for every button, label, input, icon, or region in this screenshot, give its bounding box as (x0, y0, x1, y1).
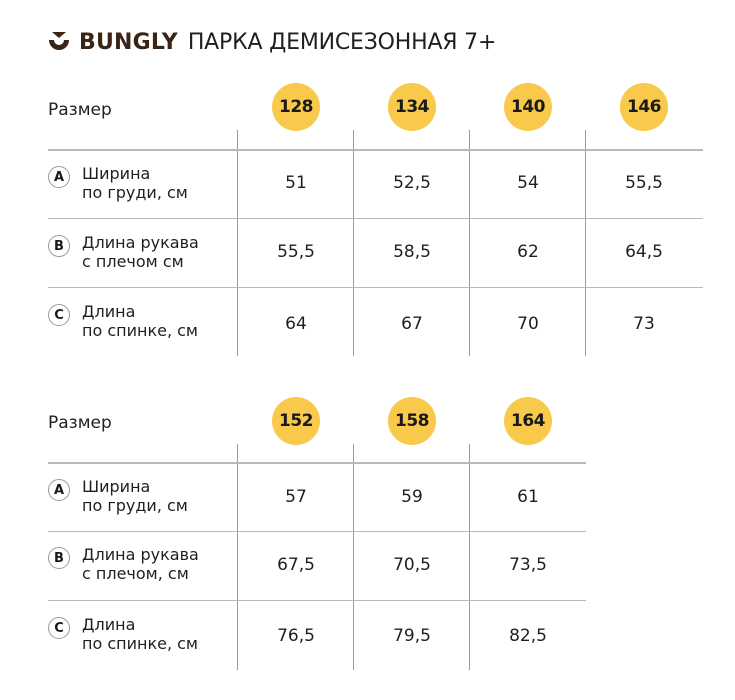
table-cell: 62 (517, 242, 539, 262)
grid-divider (48, 149, 703, 151)
size-badge: 158 (388, 397, 436, 445)
size-table-2: Размер 152 158 164 A Ширина по груди, см … (48, 393, 588, 673)
bungly-logo-icon (47, 31, 71, 53)
table-cell: 55,5 (277, 242, 315, 262)
letter-c-icon: C (48, 617, 70, 639)
grid-divider (237, 130, 238, 356)
letter-a-icon: A (48, 479, 70, 501)
table-cell: 52,5 (393, 173, 431, 193)
label-line: Ширина (82, 477, 151, 496)
grid-divider (48, 600, 586, 601)
grid-divider (469, 130, 470, 356)
table-cell: 73 (633, 314, 655, 334)
table-cell: 55,5 (625, 173, 663, 193)
grid-divider (237, 444, 238, 670)
grid-divider (48, 287, 703, 288)
grid-divider (48, 531, 586, 532)
grid-divider (353, 130, 354, 356)
page-title: ПАРКА ДЕМИСЕЗОННАЯ 7+ (187, 29, 497, 55)
grid-divider (353, 444, 354, 670)
letter-b-icon: B (48, 547, 70, 569)
measure-label-chest: A Ширина по груди, см (48, 477, 188, 515)
table-cell: 67 (401, 314, 423, 334)
grid-divider (469, 444, 470, 670)
label-line: Длина (82, 615, 136, 634)
letter-c-icon: C (48, 304, 70, 326)
table-cell: 79,5 (393, 626, 431, 646)
label-line: по груди, см (82, 183, 188, 202)
letter-a-icon: A (48, 166, 70, 188)
letter-b-icon: B (48, 235, 70, 257)
label-line: Длина (82, 302, 136, 321)
brand-name: BUNGLY (79, 29, 178, 55)
measure-label-chest: A Ширина по груди, см (48, 164, 188, 202)
label-line: с плечом, см (82, 564, 189, 583)
label-line: по спинке, см (82, 634, 198, 653)
label-line: Ширина (82, 164, 151, 183)
label-line: с плечом см (82, 252, 184, 271)
table-cell: 54 (517, 173, 539, 193)
table-cell: 82,5 (509, 626, 547, 646)
size-header-label: Размер (48, 100, 112, 120)
label-line: по спинке, см (82, 321, 198, 340)
measure-label-back: C Длина по спинке, см (48, 302, 198, 340)
size-badge: 152 (272, 397, 320, 445)
table-cell: 59 (401, 487, 423, 507)
table-cell: 51 (285, 173, 307, 193)
table-cell: 58,5 (393, 242, 431, 262)
table-cell: 73,5 (509, 555, 547, 575)
table-cell: 64,5 (625, 242, 663, 262)
size-badge: 134 (388, 83, 436, 131)
size-table-1: Размер 128 134 140 146 A Ширина по груди,… (48, 80, 703, 360)
table-cell: 61 (517, 487, 539, 507)
measure-label-sleeve: B Длина рукава с плечом см (48, 233, 199, 271)
table-cell: 67,5 (277, 555, 315, 575)
table-cell: 64 (285, 314, 307, 334)
label-line: по груди, см (82, 496, 188, 515)
grid-divider (48, 218, 703, 219)
size-badge: 140 (504, 83, 552, 131)
label-line: Длина рукава (82, 233, 199, 252)
table-cell: 70 (517, 314, 539, 334)
size-badge: 164 (504, 397, 552, 445)
label-line: Длина рукава (82, 545, 199, 564)
table-cell: 70,5 (393, 555, 431, 575)
table-cell: 76,5 (277, 626, 315, 646)
measure-label-back: C Длина по спинке, см (48, 615, 198, 653)
size-header-label: Размер (48, 413, 112, 433)
table-cell: 57 (285, 487, 307, 507)
page-header: BUNGLY ПАРКА ДЕМИСЕЗОННАЯ 7+ (47, 26, 496, 58)
size-badge: 128 (272, 83, 320, 131)
grid-divider (48, 462, 586, 464)
measure-label-sleeve: B Длина рукава с плечом, см (48, 545, 199, 583)
size-badge: 146 (620, 83, 668, 131)
grid-divider (585, 130, 586, 356)
